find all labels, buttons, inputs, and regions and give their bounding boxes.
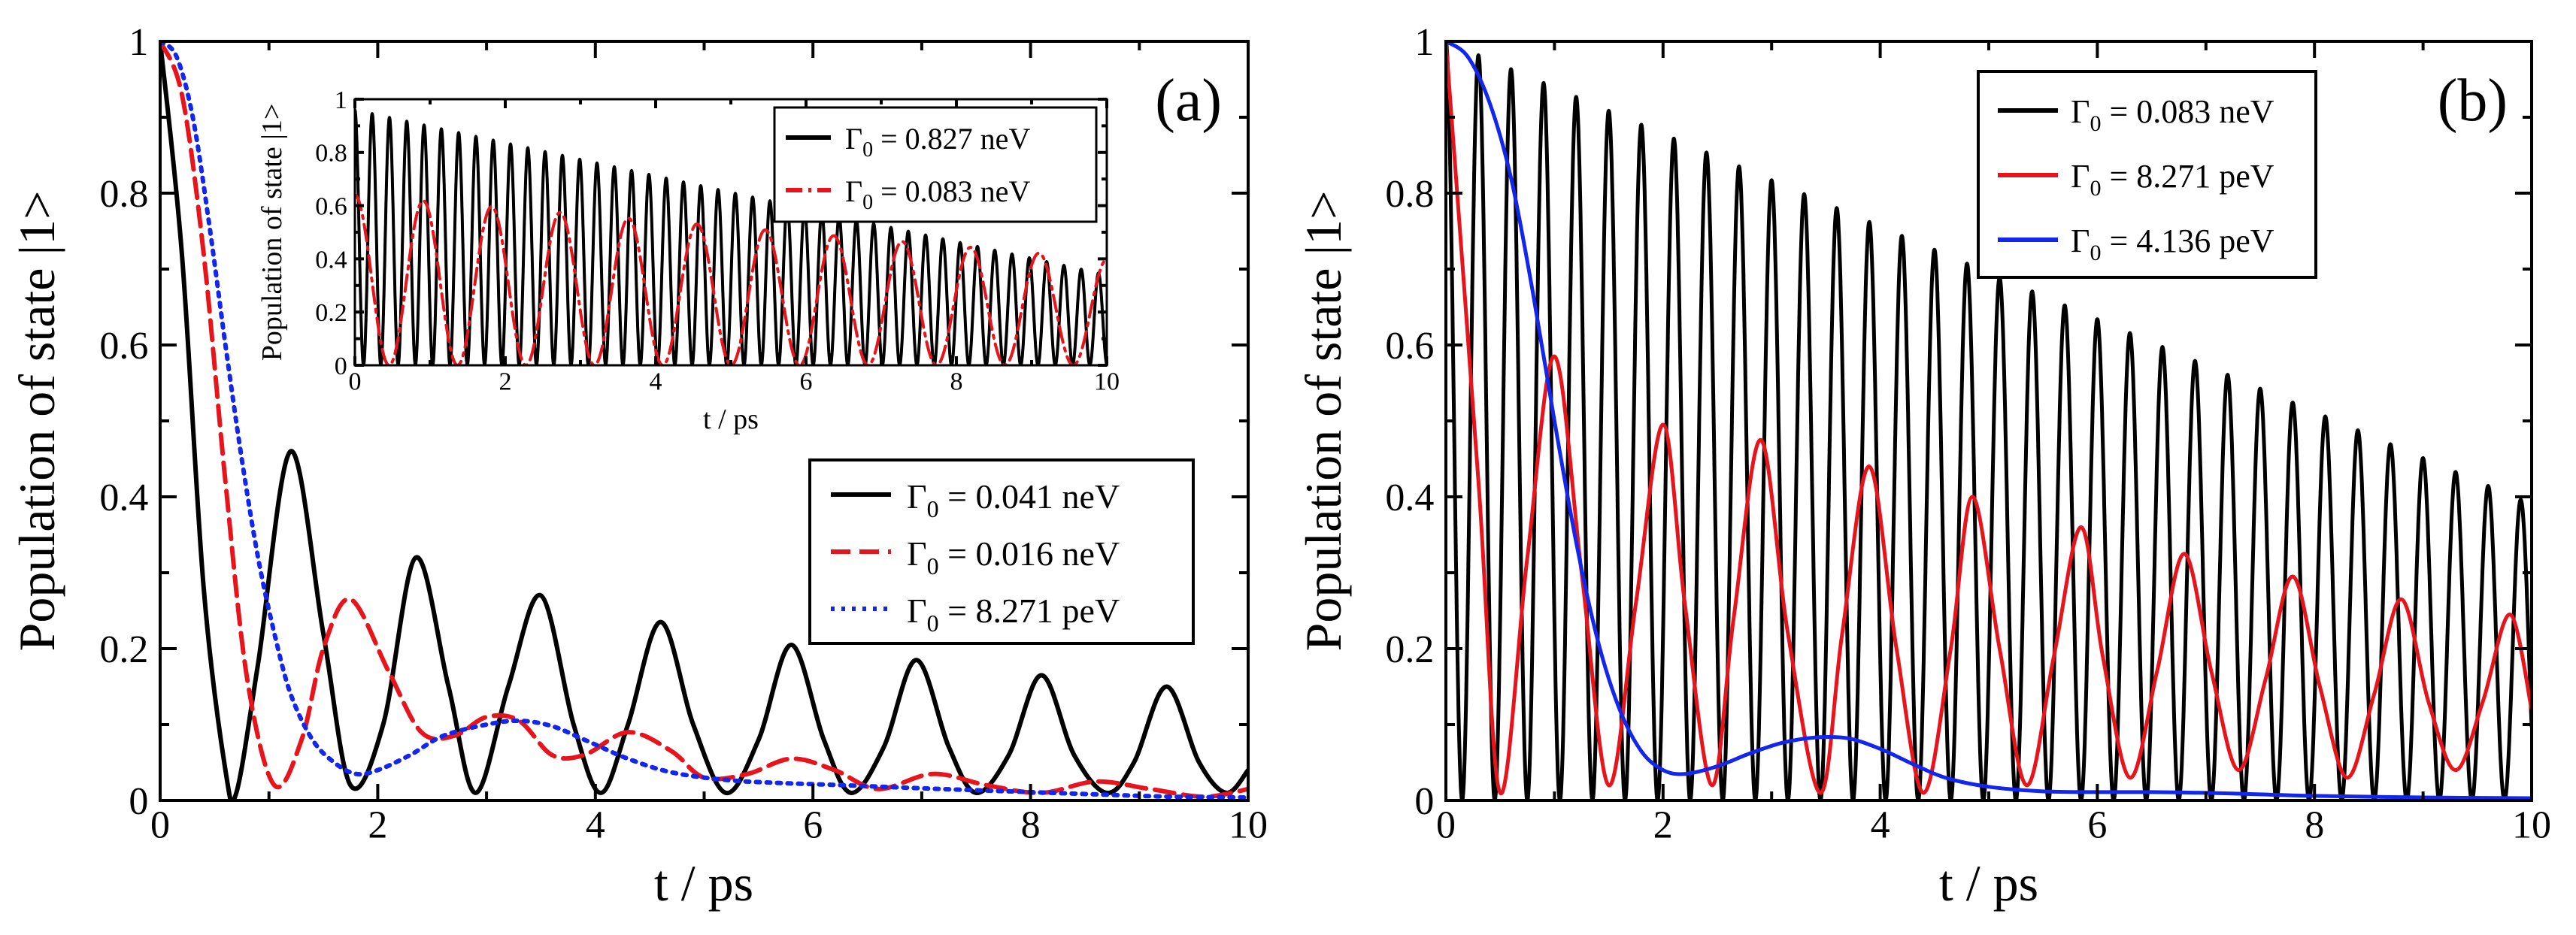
panel-a-x-tick-label: 8 bbox=[1021, 803, 1041, 846]
inset-legend: Γ0 = 0.827 neV Γ0 = 0.083 neV bbox=[773, 106, 1098, 223]
inset-x-tick-label: 2 bbox=[499, 368, 512, 395]
legend-label-8271: Γ0 = 8.271 peV bbox=[907, 592, 1120, 637]
panel-b-x-tick-label: 10 bbox=[2512, 803, 2551, 846]
inset-x-tick-label: 6 bbox=[800, 368, 813, 395]
inset-y-tick-labels: 0 0.2 0.4 0.6 0.8 1 bbox=[315, 86, 347, 380]
panel-a-x-tick-label: 0 bbox=[150, 803, 170, 846]
panel-a-y-tick-label: 0.4 bbox=[99, 477, 148, 519]
panel-a-ticks bbox=[159, 40, 1250, 802]
panel-b-ticks bbox=[1444, 40, 2533, 802]
panel-b-x-tick-label: 8 bbox=[2305, 803, 2324, 846]
panel-b-x-axis-label: t / ps bbox=[1939, 855, 2038, 912]
panel-a-y-axis-label: Population of state |1> bbox=[8, 191, 65, 652]
inset-x-tick-label: 10 bbox=[1094, 368, 1120, 395]
panel-a-series-line-0 bbox=[160, 41, 1248, 800]
panel-a-x-axis-label: t / ps bbox=[654, 855, 753, 912]
inset-x-tick-label: 4 bbox=[650, 368, 662, 395]
panel-b-y-tick-label: 0.6 bbox=[1385, 325, 1434, 368]
panel-a-curves bbox=[160, 41, 1248, 800]
panel-a-x-tick-labels: 0 2 4 6 8 10 bbox=[150, 803, 1268, 846]
panel-b-legend: Γ0 = 0.083 neV Γ0 = 8.271 peV Γ0 = 4.136… bbox=[1977, 70, 2317, 279]
panel-b-y-tick-labels: 0 0.2 0.4 0.6 0.8 1 bbox=[1385, 21, 1434, 823]
panel-a-x-tick-label: 10 bbox=[1229, 803, 1268, 846]
panel-b-series-line-2 bbox=[1446, 41, 2532, 800]
inset-y-tick-label: 0.8 bbox=[315, 140, 347, 168]
panel-a-series-line-1 bbox=[160, 41, 1248, 799]
inset-y-tick-label: 0.4 bbox=[315, 246, 347, 274]
inset-y-axis-label: Population of state |1> bbox=[256, 104, 288, 362]
panel-b-y-tick-label: 0 bbox=[1414, 780, 1434, 823]
panel-b-x-tick-labels: 0 2 4 6 8 10 bbox=[1436, 803, 2551, 846]
panel-b-y-axis-label: Population of state |1> bbox=[1295, 191, 1352, 652]
chart-panel-a: 0 2 4 6 8 10 00.20.40.60.81 t / ps Population… bbox=[8, 21, 1268, 912]
panel-b-x-tick-label: 6 bbox=[2087, 803, 2107, 846]
panel-a-y-tick-label: 0.2 bbox=[99, 628, 148, 671]
panel-a-y-tick-label: 1 bbox=[129, 21, 148, 64]
panel-b-y-tick-label: 0.2 bbox=[1385, 628, 1434, 671]
inset-legend-label-0827: Γ0 = 0.827 neV bbox=[845, 122, 1030, 162]
legend-label-b-4136: Γ0 = 4.136 peV bbox=[2071, 222, 2274, 265]
panel-a-label: (a) bbox=[1155, 68, 1222, 134]
panel-a-y-tick-label: 0.6 bbox=[99, 325, 148, 368]
panel-b-x-tick-label: 4 bbox=[1871, 803, 1890, 846]
panel-a-x-tick-label: 4 bbox=[586, 803, 605, 846]
legend-label-b-8271: Γ0 = 8.271 peV bbox=[2071, 158, 2274, 201]
panel-a-x-tick-label: 2 bbox=[368, 803, 387, 846]
panel-a-y-tick-labels: 0 0.2 0.4 0.6 0.8 1 bbox=[99, 21, 148, 823]
panel-b-x-tick-label: 2 bbox=[1653, 803, 1673, 846]
panel-a-x-tick-label: 6 bbox=[803, 803, 823, 846]
chart-panel-b: 0 2 4 6 8 10 0 0.2 0.4 0.6 0.8 1 t / ps Population… bbox=[1295, 21, 2551, 912]
panel-a-y-tick-label: 0 bbox=[129, 780, 148, 823]
inset-series-line-1 bbox=[355, 193, 1107, 365]
inset-curves bbox=[355, 108, 1107, 365]
panel-a-inset: 0 2 4 6 8 10 0 0.2 0.4 0.6 0.8 1 t / ps Population… bbox=[256, 86, 1120, 435]
inset-legend-box bbox=[773, 106, 1098, 223]
panel-a-series-line-2 bbox=[160, 41, 1248, 800]
inset-x-tick-labels: 0 2 4 6 8 10 bbox=[349, 368, 1120, 395]
panel-a-y-tick-label: 0.8 bbox=[99, 173, 148, 216]
legend-label-0016: Γ0 = 0.016 neV bbox=[907, 534, 1120, 579]
panel-b-series-line-1 bbox=[1446, 41, 2532, 796]
inset-x-tick-label: 0 bbox=[349, 368, 362, 395]
panel-b-y-tick-label: 1 bbox=[1414, 21, 1434, 64]
panel-b-label: (b) bbox=[2438, 68, 2508, 134]
inset-legend-label-0083: Γ0 = 0.083 neV bbox=[845, 174, 1030, 214]
panel-b-y-tick-label: 0.4 bbox=[1385, 477, 1434, 519]
inset-y-tick-label: 0.6 bbox=[315, 193, 347, 221]
inset-x-axis-label: t / ps bbox=[703, 404, 759, 435]
legend-label-0041: Γ0 = 0.041 neV bbox=[907, 477, 1120, 522]
panel-b-series-line-0 bbox=[1446, 41, 2532, 800]
panel-b-curves bbox=[1446, 41, 2532, 800]
panel-a-legend: Γ0 = 0.041 neV Γ0 = 0.016 neV Γ0 = 8.271… bbox=[808, 458, 1195, 645]
panel-b-y-tick-label: 0.8 bbox=[1385, 173, 1434, 216]
legend-label-b-0083: Γ0 = 0.083 neV bbox=[2071, 93, 2274, 136]
inset-y-tick-label: 1 bbox=[335, 86, 347, 114]
inset-x-tick-label: 8 bbox=[950, 368, 963, 395]
panel-b-x-tick-label: 0 bbox=[1436, 803, 1456, 846]
inset-y-tick-label: 0 bbox=[335, 353, 347, 380]
inset-y-tick-label: 0.2 bbox=[315, 299, 347, 327]
